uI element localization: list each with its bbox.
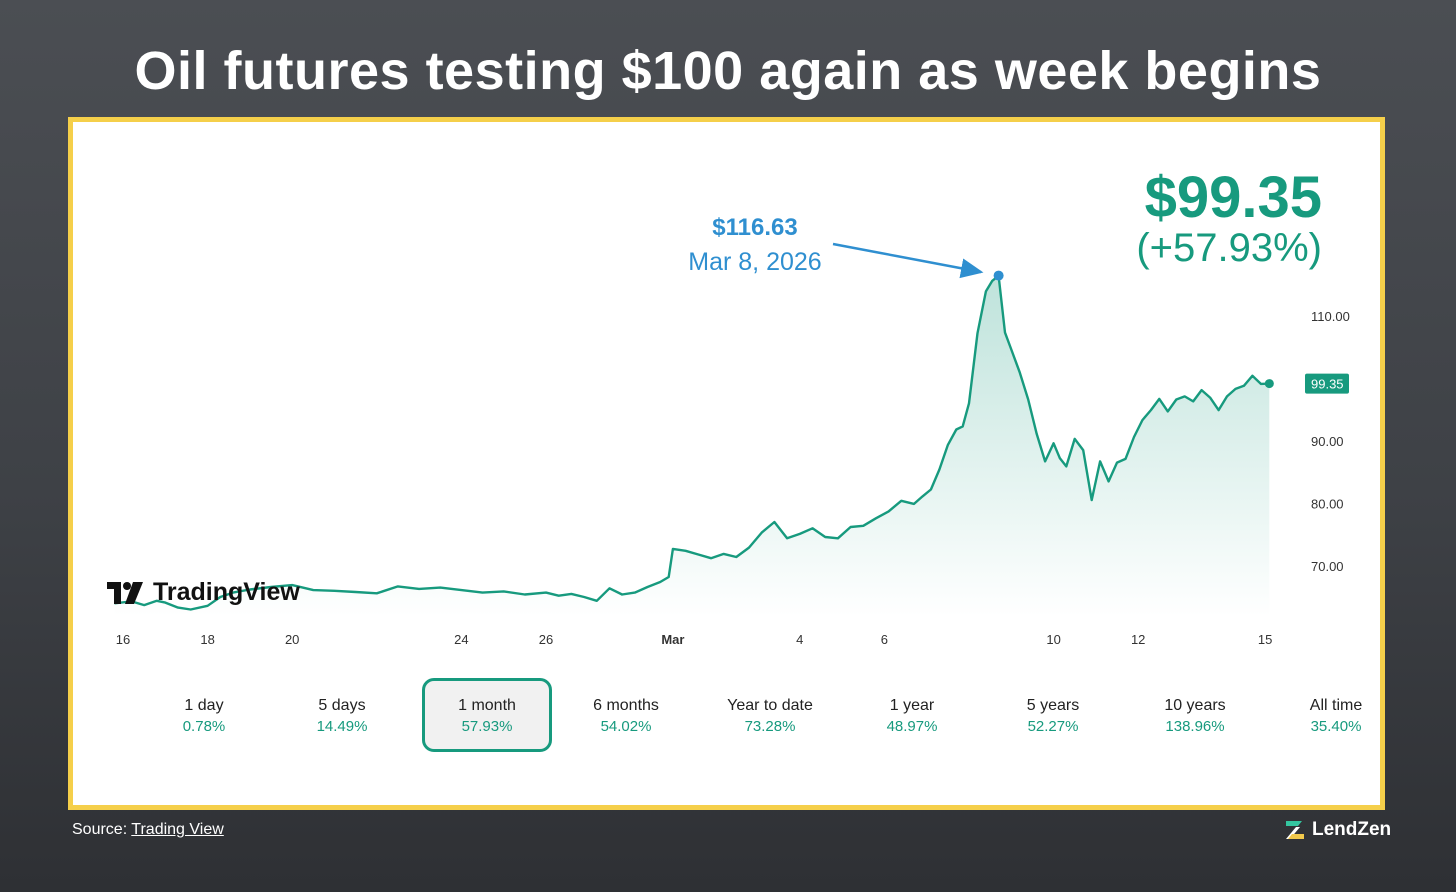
lendzen-brand: LendZen — [1284, 819, 1391, 841]
range-label: 1 day — [184, 697, 224, 714]
x-tick-label: 26 — [539, 632, 553, 647]
x-tick-label: 6 — [881, 632, 888, 647]
price-area — [114, 275, 1270, 617]
range-change: 14.49% — [316, 718, 368, 735]
range-change: 35.40% — [1310, 718, 1362, 735]
range-label: 5 years — [1026, 697, 1080, 714]
current-price: $99.35 — [1144, 165, 1322, 230]
peak-arrow — [832, 242, 984, 279]
range-label: 10 years — [1164, 697, 1226, 714]
source-prefix: Source: — [72, 821, 132, 838]
range-change: 73.28% — [744, 718, 796, 735]
y-tick-label: 80.00 — [1311, 497, 1344, 512]
range-option-year-to-date[interactable]: Year to date 73.28% — [705, 678, 835, 752]
time-range-selector: 1 day 0.78% 5 days 14.49% 1 month 57.93% 6 mon… — [103, 678, 1365, 758]
range-change: 0.78% — [182, 718, 226, 735]
range-label: Year to date — [727, 697, 813, 714]
range-label: 1 year — [889, 697, 935, 714]
y-tick-label: 110.00 — [1311, 309, 1350, 324]
range-label: 1 month — [458, 697, 516, 714]
x-tick-label: 18 — [200, 632, 214, 647]
x-tick-label: 15 — [1258, 632, 1272, 647]
last-price-badge: 99.35 — [1305, 373, 1349, 394]
lendzen-brand-text: LendZen — [1312, 819, 1392, 840]
range-label: All time — [1309, 697, 1363, 714]
range-change: 54.02% — [600, 718, 652, 735]
range-option-6-months[interactable]: 6 months 54.02% — [561, 678, 691, 752]
last-price-label: 99.35 — [1311, 377, 1344, 392]
price-line — [114, 274, 1270, 611]
y-tick-label: 70.00 — [1311, 559, 1344, 574]
chart-panel: 70.00 80.00 90.00 110.00 16 18 20 24 26 Mar 4 6 10 1… — [68, 117, 1385, 810]
range-label: 6 months — [593, 697, 659, 714]
range-change: 48.97% — [886, 718, 938, 735]
peak-price-label: $116.63 — [712, 214, 798, 241]
last-price-marker — [1264, 379, 1274, 389]
price-change: (+57.93%) — [1136, 226, 1322, 270]
source-credit: Source: Trading View — [72, 821, 224, 839]
peak-marker — [993, 270, 1004, 281]
range-option-10-years[interactable]: 10 years 138.96% — [1130, 678, 1260, 752]
y-tick-label: 90.00 — [1311, 434, 1344, 449]
range-option-1-month[interactable]: 1 month 57.93% — [422, 678, 552, 752]
range-change: 57.93% — [461, 718, 513, 735]
tradingview-logo-icon — [107, 581, 147, 604]
x-tick-label: 10 — [1046, 632, 1060, 647]
range-option-5-days[interactable]: 5 days 14.49% — [277, 678, 407, 752]
range-label: 5 days — [318, 697, 366, 714]
range-option-1-year[interactable]: 1 year 48.97% — [847, 678, 977, 752]
x-tick-label: 24 — [454, 632, 468, 647]
x-tick-label: 16 — [116, 632, 130, 647]
lendzen-logo-icon — [1284, 819, 1306, 841]
x-tick-label: 20 — [285, 632, 299, 647]
range-option-all-time[interactable]: All time 35.40% — [1271, 678, 1401, 752]
tradingview-logo: TradingView — [107, 578, 300, 607]
tradingview-logo-text: TradingView — [153, 578, 300, 606]
range-option-5-years[interactable]: 5 years 52.27% — [988, 678, 1118, 752]
range-change: 52.27% — [1027, 718, 1079, 735]
range-option-1-day[interactable]: 1 day 0.78% — [139, 678, 269, 752]
x-tick-label: Mar — [661, 632, 684, 647]
source-link[interactable]: Trading View — [131, 821, 224, 838]
x-tick-label: 4 — [796, 632, 803, 647]
peak-date-label: Mar 8, 2026 — [688, 248, 822, 276]
price-chart: 70.00 80.00 90.00 110.00 16 18 20 24 26 Mar 4 6 10 1… — [114, 242, 1350, 647]
x-tick-label: 12 — [1131, 632, 1145, 647]
page-title: Oil futures testing $100 again as week b… — [134, 41, 1322, 101]
range-change: 138.96% — [1165, 718, 1225, 735]
